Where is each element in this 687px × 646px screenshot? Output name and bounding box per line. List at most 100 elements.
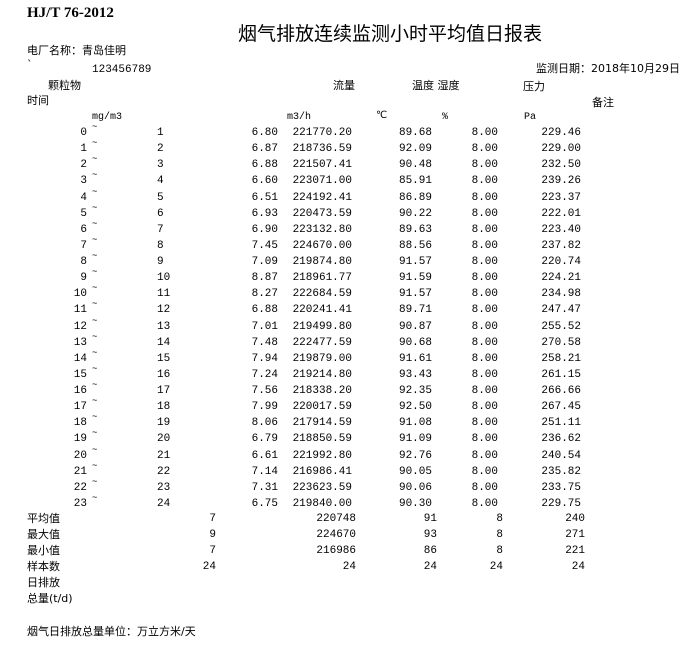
humidity: 8.00 <box>471 304 498 317</box>
date-value: 2018年10月29日 <box>591 62 680 75</box>
temperature: 93.43 <box>398 368 432 381</box>
plant-name: 青岛佳明 <box>82 44 126 57</box>
particulate: 7.24 <box>251 368 278 381</box>
flow: 224192.41 <box>292 191 352 204</box>
tick-mark: ` <box>27 58 33 71</box>
hour-end: 9 <box>157 256 164 269</box>
hour-end: 8 <box>157 239 164 252</box>
range-symbol: ~ <box>92 331 98 342</box>
pressure: 239.26 <box>541 175 581 188</box>
pressure: 229.00 <box>541 143 581 156</box>
flow: 216986.41 <box>292 465 352 478</box>
particulate: 6.87 <box>251 143 278 156</box>
hour-start: 10 <box>73 288 87 301</box>
particulate: 7.56 <box>251 385 278 398</box>
hour-start: 15 <box>73 368 87 381</box>
temperature: 91.61 <box>398 352 432 365</box>
particulate: 6.60 <box>251 175 278 188</box>
pressure: 251.11 <box>541 417 581 430</box>
summary-flow: 216986 <box>316 545 356 557</box>
particulate: 7.99 <box>251 401 278 414</box>
range-symbol: ~ <box>92 283 98 294</box>
summary-pressure: 221 <box>565 545 585 557</box>
hour-end: 2 <box>157 143 164 156</box>
plant-name-field: 电厂名称：青岛佳明 <box>27 44 126 58</box>
summary-particulate: 7 <box>209 545 216 557</box>
humidity: 8.00 <box>471 336 498 349</box>
humidity: 8.00 <box>471 320 498 333</box>
humidity: 8.00 <box>471 497 498 510</box>
unit-particulate: mg/m3 <box>92 112 123 123</box>
flow: 222477.59 <box>292 336 352 349</box>
flow: 218850.59 <box>292 433 352 446</box>
pressure: 255.52 <box>541 320 581 333</box>
date-label: 监测日期： <box>536 62 591 75</box>
flow: 221770.20 <box>292 127 352 139</box>
flow: 218338.20 <box>292 385 352 398</box>
temperature: 86.89 <box>398 191 432 204</box>
pressure: 233.75 <box>541 481 581 494</box>
hour-start: 0 <box>80 127 87 139</box>
temperature: 89.63 <box>398 223 432 236</box>
pressure: 237.82 <box>541 239 581 252</box>
temperature: 92.50 <box>398 401 432 414</box>
summary-humidity: 24 <box>489 561 503 573</box>
hour-start: 23 <box>73 497 87 510</box>
hour-end: 15 <box>157 352 171 365</box>
range-symbol: ~ <box>92 476 98 487</box>
monitoring-date: 监测日期：2018年10月29日 <box>536 62 680 76</box>
particulate: 6.93 <box>251 207 278 220</box>
footer-note: 烟气日排放总量单位：万立方米/天 <box>27 625 196 638</box>
range-symbol: ~ <box>92 138 98 149</box>
temperature: 91.57 <box>398 256 432 269</box>
range-symbol: ~ <box>92 428 98 439</box>
pressure: 261.15 <box>541 368 581 381</box>
particulate: 6.61 <box>251 449 278 462</box>
header-temp-humidity: 温度 湿度 <box>412 79 460 92</box>
summary-label: 平均值 <box>27 512 60 525</box>
humidity: 8.00 <box>471 481 498 494</box>
pressure: 223.37 <box>541 191 581 204</box>
hour-start: 11 <box>73 304 87 317</box>
unit-flow: m3/h <box>287 112 312 123</box>
summary-pressure: 24 <box>571 561 585 573</box>
flow: 221992.80 <box>292 449 352 462</box>
particulate: 6.79 <box>251 433 278 446</box>
flow: 222684.59 <box>292 288 352 301</box>
flow: 219840.00 <box>292 497 352 510</box>
summary-flow: 24 <box>342 561 356 573</box>
temperature: 91.09 <box>398 433 432 446</box>
humidity: 8.00 <box>471 256 498 269</box>
humidity: 8.00 <box>471 191 498 204</box>
temperature: 90.48 <box>398 159 432 172</box>
pressure: 240.54 <box>541 449 581 462</box>
temperature: 92.76 <box>398 449 432 462</box>
humidity: 8.00 <box>471 368 498 381</box>
humidity: 8.00 <box>471 223 498 236</box>
range-symbol: ~ <box>92 234 98 245</box>
summary-temperature: 91 <box>423 513 437 525</box>
hour-start: 20 <box>73 449 87 462</box>
hour-start: 7 <box>80 239 87 252</box>
pressure: 267.45 <box>541 401 581 414</box>
humidity: 8.00 <box>471 433 498 446</box>
hour-start: 4 <box>80 191 87 204</box>
hour-start: 5 <box>80 207 87 220</box>
range-symbol: ~ <box>92 202 98 213</box>
humidity: 8.00 <box>471 288 498 301</box>
range-symbol: ~ <box>92 412 98 423</box>
particulate: 6.88 <box>251 159 278 172</box>
humidity: 8.00 <box>471 159 498 172</box>
temperature: 89.71 <box>398 304 432 317</box>
humidity: 8.00 <box>471 449 498 462</box>
hour-start: 12 <box>73 320 87 333</box>
flow: 220473.59 <box>292 207 352 220</box>
temperature: 90.87 <box>398 320 432 333</box>
unit-humidity: % <box>442 112 449 123</box>
particulate: 7.09 <box>251 256 278 269</box>
range-symbol: ~ <box>92 492 98 503</box>
summary-label: 样本数 <box>27 560 60 573</box>
particulate: 7.48 <box>251 336 278 349</box>
report-title: 烟气排放连续监测小时平均值日报表 <box>237 23 542 45</box>
particulate: 7.14 <box>251 465 278 478</box>
